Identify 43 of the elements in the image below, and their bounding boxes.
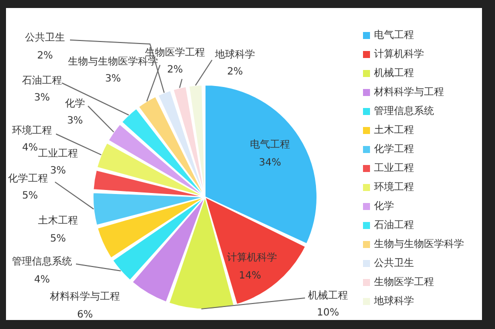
slice-label: 公共卫生 (25, 32, 65, 44)
slice-label: 材料科学与工程 (49, 290, 120, 302)
legend-label: 生物与生物医学科学 (374, 239, 464, 250)
legend-label: 环境工程 (374, 182, 414, 193)
legend-label: 公共卫生 (374, 258, 414, 269)
data-label: 4% (22, 142, 38, 154)
data-label: 5% (50, 234, 66, 244)
slice-label: 电气工程 (250, 138, 290, 150)
slice-label: 石油工程 (22, 74, 62, 86)
legend-label: 地球科学 (374, 296, 414, 307)
data-label: 3% (50, 166, 66, 176)
data-label: 6% (77, 310, 93, 320)
slice-label: 管理信息系统 (12, 256, 72, 268)
data-label: 3% (67, 116, 83, 126)
data-label: 10% (316, 308, 340, 318)
legend-label: 化学工程 (374, 144, 414, 155)
legend-label: 生物医学工程 (374, 277, 434, 288)
legend-label: 土木工程 (374, 125, 414, 136)
legend-label: 石油工程 (374, 220, 414, 231)
data-label: 14% (238, 270, 262, 282)
data-label: 2% (37, 50, 53, 62)
data-label: 3% (34, 92, 50, 104)
slice-label: 化学 (65, 98, 85, 110)
legend-label: 材料科学与工程 (374, 87, 444, 98)
legend-label: 管理信息系统 (374, 106, 434, 117)
slice-label: 工业工程 (38, 148, 78, 160)
legend-label: 电气工程 (374, 30, 414, 41)
data-label: 3% (105, 74, 121, 84)
slice-label: 地球科学 (214, 48, 255, 60)
legend-label: 工业工程 (374, 163, 414, 174)
slice-label: 环境工程 (12, 124, 52, 136)
data-label: 5% (22, 190, 38, 202)
data-label: 4% (34, 274, 50, 286)
slice-label: 计算机科学 (227, 252, 277, 264)
legend-label: 机械工程 (374, 68, 414, 79)
legend-label: 计算机科学 (374, 49, 424, 60)
data-label: 34% (258, 158, 282, 168)
slice-label: 化学工程 (8, 172, 48, 184)
data-label: 2% (227, 66, 243, 78)
slice-label: 机械工程 (308, 290, 348, 302)
legend-label: 化学 (374, 201, 394, 212)
data-label: 2% (167, 64, 183, 76)
slice-label: 土木工程 (38, 214, 78, 226)
